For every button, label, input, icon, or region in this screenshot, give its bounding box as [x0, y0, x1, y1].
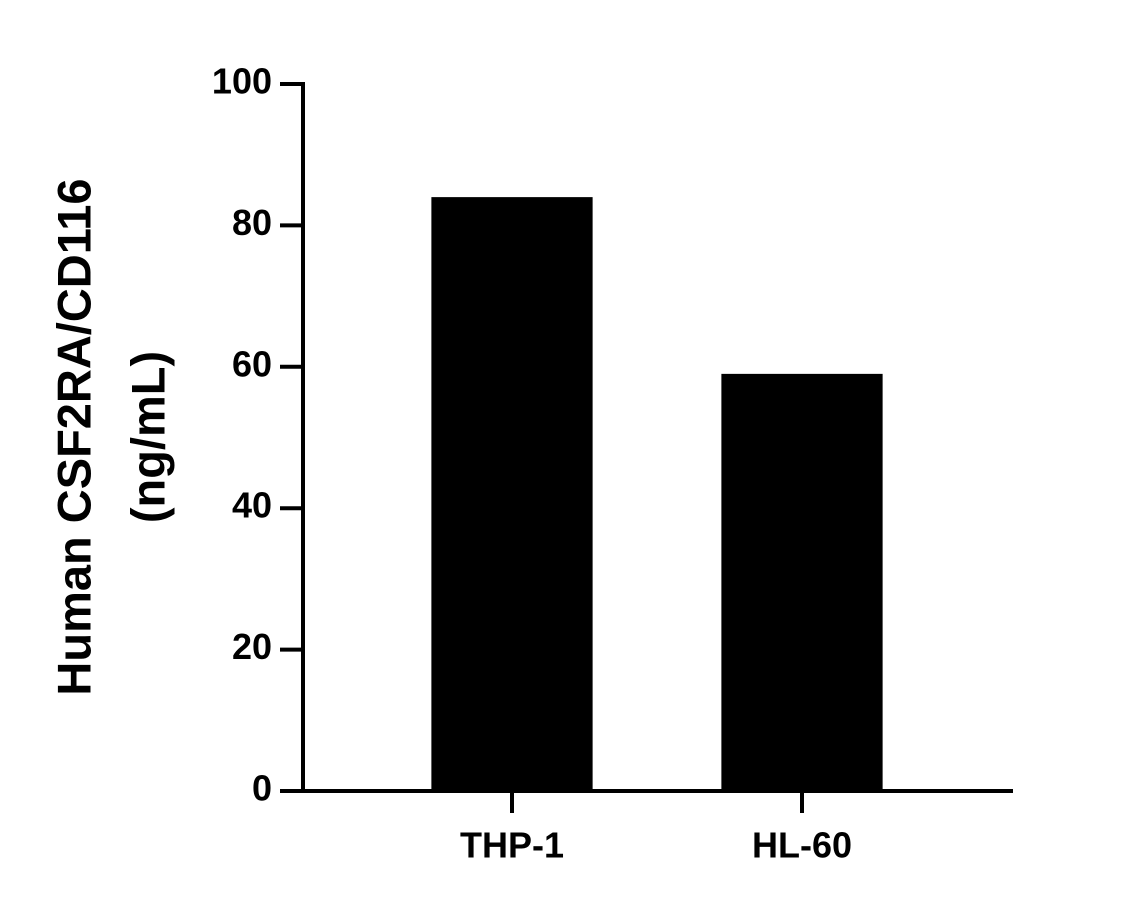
y-axis-title-line: Human CSF2RA/CD116	[47, 178, 100, 695]
y-tick-label: 80	[232, 202, 272, 243]
x-tick-label: HL-60	[752, 825, 852, 866]
y-tick-label: 100	[212, 61, 272, 102]
y-axis-title-line: (ng/mL)	[121, 351, 174, 523]
y-tick-label: 20	[232, 626, 272, 667]
y-tick-label: 40	[232, 485, 272, 526]
y-axis-title: Human CSF2RA/CD116 (ng/mL)	[47, 178, 174, 695]
x-tick-label: THP-1	[460, 825, 564, 866]
bar	[721, 373, 883, 791]
bar	[431, 197, 593, 791]
y-tick-label: 0	[252, 768, 272, 809]
y-tick-label: 60	[232, 343, 272, 384]
